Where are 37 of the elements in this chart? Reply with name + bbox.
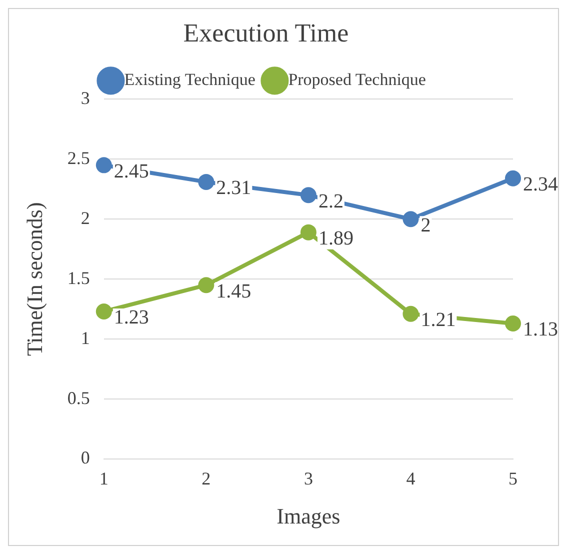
y-tick-label: 2 xyxy=(80,208,90,228)
point xyxy=(300,187,316,204)
legend-label: Proposed Technique xyxy=(288,70,426,90)
point xyxy=(198,174,214,190)
x-tick-label: 2 xyxy=(202,468,211,489)
y-tick-label: 2.5 xyxy=(67,148,90,168)
y-tick-label: 0.5 xyxy=(67,388,90,408)
x-tick-label: 5 xyxy=(508,468,518,489)
point xyxy=(402,306,419,322)
point xyxy=(505,170,521,186)
data-label: 1.23 xyxy=(114,306,149,329)
x-axis-title: Images xyxy=(276,504,340,529)
data-label: 2.2 xyxy=(318,190,344,212)
legend-label: Existing Technique xyxy=(124,70,256,90)
data-label: 2.31 xyxy=(216,177,252,200)
data-label: 1.21 xyxy=(420,309,456,332)
y-tick-label: 1.5 xyxy=(67,268,90,288)
point xyxy=(402,211,419,228)
x-tick-label: 3 xyxy=(304,468,313,489)
y-tick-label: 0 xyxy=(80,448,90,468)
data-label: 2.45 xyxy=(114,160,149,182)
point xyxy=(300,224,316,240)
y-axis-title: Time(In seconds) xyxy=(22,202,47,356)
data-label: 1.89 xyxy=(318,228,354,250)
data-label: 1.13 xyxy=(523,318,558,341)
data-label: 2.34 xyxy=(523,174,558,196)
chart-title: Execution Time xyxy=(183,18,349,48)
x-tick-label: 4 xyxy=(406,468,416,489)
x-tick-label: 1 xyxy=(99,468,108,489)
point xyxy=(505,315,521,332)
y-tick-label: 3 xyxy=(80,88,90,108)
y-tick-label: 1 xyxy=(80,328,90,348)
point xyxy=(96,157,112,174)
data-label: 1.45 xyxy=(216,280,252,302)
data-label: 2 xyxy=(420,214,431,236)
point xyxy=(96,303,112,320)
point xyxy=(198,277,214,294)
